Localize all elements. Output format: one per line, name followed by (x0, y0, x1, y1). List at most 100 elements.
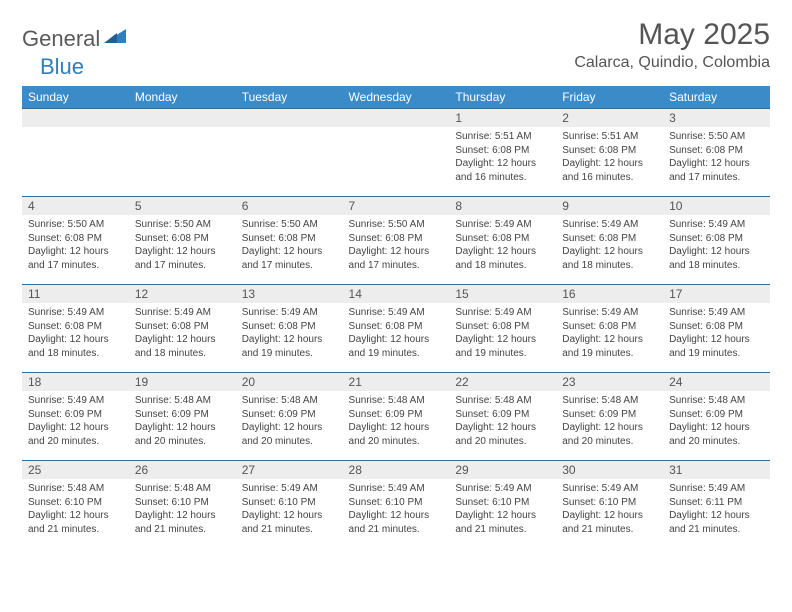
calendar-day: 8Sunrise: 5:49 AMSunset: 6:08 PMDaylight… (449, 197, 556, 285)
day-details: Sunrise: 5:49 AMSunset: 6:08 PMDaylight:… (129, 303, 236, 363)
day-details: Sunrise: 5:48 AMSunset: 6:10 PMDaylight:… (129, 479, 236, 539)
day-number: 9 (556, 197, 663, 215)
day-details: Sunrise: 5:49 AMSunset: 6:08 PMDaylight:… (663, 215, 770, 275)
calendar-empty (129, 109, 236, 197)
calendar-day: 31Sunrise: 5:49 AMSunset: 6:11 PMDayligh… (663, 461, 770, 549)
day-number: 5 (129, 197, 236, 215)
day-number: 22 (449, 373, 556, 391)
calendar-day: 22Sunrise: 5:48 AMSunset: 6:09 PMDayligh… (449, 373, 556, 461)
calendar-day: 28Sunrise: 5:49 AMSunset: 6:10 PMDayligh… (343, 461, 450, 549)
day-number: 6 (236, 197, 343, 215)
day-details: Sunrise: 5:50 AMSunset: 6:08 PMDaylight:… (343, 215, 450, 275)
location: Calarca, Quindio, Colombia (574, 54, 770, 72)
calendar-day: 10Sunrise: 5:49 AMSunset: 6:08 PMDayligh… (663, 197, 770, 285)
calendar-day: 13Sunrise: 5:49 AMSunset: 6:08 PMDayligh… (236, 285, 343, 373)
calendar-day: 2Sunrise: 5:51 AMSunset: 6:08 PMDaylight… (556, 109, 663, 197)
calendar-day: 17Sunrise: 5:49 AMSunset: 6:08 PMDayligh… (663, 285, 770, 373)
calendar-row: 25Sunrise: 5:48 AMSunset: 6:10 PMDayligh… (22, 461, 770, 549)
day-number: 20 (236, 373, 343, 391)
calendar-day: 11Sunrise: 5:49 AMSunset: 6:08 PMDayligh… (22, 285, 129, 373)
day-number: 2 (556, 109, 663, 127)
day-details: Sunrise: 5:48 AMSunset: 6:09 PMDaylight:… (129, 391, 236, 451)
day-number: 14 (343, 285, 450, 303)
day-details: Sunrise: 5:50 AMSunset: 6:08 PMDaylight:… (129, 215, 236, 275)
calendar-day: 12Sunrise: 5:49 AMSunset: 6:08 PMDayligh… (129, 285, 236, 373)
day-number: 31 (663, 461, 770, 479)
day-details: Sunrise: 5:48 AMSunset: 6:09 PMDaylight:… (663, 391, 770, 451)
day-number: 3 (663, 109, 770, 127)
day-number: 11 (22, 285, 129, 303)
day-details: Sunrise: 5:49 AMSunset: 6:08 PMDaylight:… (556, 303, 663, 363)
logo: General (22, 26, 128, 52)
calendar-day: 27Sunrise: 5:49 AMSunset: 6:10 PMDayligh… (236, 461, 343, 549)
day-number: 19 (129, 373, 236, 391)
day-details: Sunrise: 5:49 AMSunset: 6:10 PMDaylight:… (556, 479, 663, 539)
day-number: 12 (129, 285, 236, 303)
day-details: Sunrise: 5:49 AMSunset: 6:10 PMDaylight:… (236, 479, 343, 539)
day-details: Sunrise: 5:48 AMSunset: 6:10 PMDaylight:… (22, 479, 129, 539)
calendar-day: 9Sunrise: 5:49 AMSunset: 6:08 PMDaylight… (556, 197, 663, 285)
day-details: Sunrise: 5:48 AMSunset: 6:09 PMDaylight:… (236, 391, 343, 451)
calendar-row: 4Sunrise: 5:50 AMSunset: 6:08 PMDaylight… (22, 197, 770, 285)
day-details: Sunrise: 5:49 AMSunset: 6:08 PMDaylight:… (22, 303, 129, 363)
calendar-day: 1Sunrise: 5:51 AMSunset: 6:08 PMDaylight… (449, 109, 556, 197)
calendar-day: 18Sunrise: 5:49 AMSunset: 6:09 PMDayligh… (22, 373, 129, 461)
weekday-header: Friday (556, 86, 663, 109)
day-number: 30 (556, 461, 663, 479)
calendar-row: 1Sunrise: 5:51 AMSunset: 6:08 PMDaylight… (22, 109, 770, 197)
calendar-row: 11Sunrise: 5:49 AMSunset: 6:08 PMDayligh… (22, 285, 770, 373)
day-details: Sunrise: 5:49 AMSunset: 6:08 PMDaylight:… (663, 303, 770, 363)
calendar-day: 6Sunrise: 5:50 AMSunset: 6:08 PMDaylight… (236, 197, 343, 285)
calendar-row: 18Sunrise: 5:49 AMSunset: 6:09 PMDayligh… (22, 373, 770, 461)
month-title: May 2025 (574, 18, 770, 52)
calendar-day: 7Sunrise: 5:50 AMSunset: 6:08 PMDaylight… (343, 197, 450, 285)
day-details: Sunrise: 5:50 AMSunset: 6:08 PMDaylight:… (236, 215, 343, 275)
day-details: Sunrise: 5:49 AMSunset: 6:08 PMDaylight:… (449, 303, 556, 363)
day-number: 10 (663, 197, 770, 215)
calendar-empty (236, 109, 343, 197)
calendar-day: 3Sunrise: 5:50 AMSunset: 6:08 PMDaylight… (663, 109, 770, 197)
day-details: Sunrise: 5:51 AMSunset: 6:08 PMDaylight:… (556, 127, 663, 187)
day-details: Sunrise: 5:49 AMSunset: 6:10 PMDaylight:… (343, 479, 450, 539)
weekday-header: Monday (129, 86, 236, 109)
calendar-day: 30Sunrise: 5:49 AMSunset: 6:10 PMDayligh… (556, 461, 663, 549)
day-details: Sunrise: 5:49 AMSunset: 6:08 PMDaylight:… (556, 215, 663, 275)
weekday-header: Sunday (22, 86, 129, 109)
day-details: Sunrise: 5:50 AMSunset: 6:08 PMDaylight:… (663, 127, 770, 187)
day-number: 25 (22, 461, 129, 479)
calendar-day: 21Sunrise: 5:48 AMSunset: 6:09 PMDayligh… (343, 373, 450, 461)
day-details: Sunrise: 5:49 AMSunset: 6:11 PMDaylight:… (663, 479, 770, 539)
day-details: Sunrise: 5:49 AMSunset: 6:08 PMDaylight:… (343, 303, 450, 363)
weekday-header: Saturday (663, 86, 770, 109)
calendar-day: 26Sunrise: 5:48 AMSunset: 6:10 PMDayligh… (129, 461, 236, 549)
logo-text-general: General (22, 26, 100, 52)
calendar-table: SundayMondayTuesdayWednesdayThursdayFrid… (22, 86, 770, 549)
day-number: 8 (449, 197, 556, 215)
day-number: 24 (663, 373, 770, 391)
weekday-header: Tuesday (236, 86, 343, 109)
day-details: Sunrise: 5:49 AMSunset: 6:10 PMDaylight:… (449, 479, 556, 539)
calendar-day: 25Sunrise: 5:48 AMSunset: 6:10 PMDayligh… (22, 461, 129, 549)
calendar-day: 20Sunrise: 5:48 AMSunset: 6:09 PMDayligh… (236, 373, 343, 461)
calendar-day: 5Sunrise: 5:50 AMSunset: 6:08 PMDaylight… (129, 197, 236, 285)
weekday-header-row: SundayMondayTuesdayWednesdayThursdayFrid… (22, 86, 770, 109)
day-details: Sunrise: 5:49 AMSunset: 6:09 PMDaylight:… (22, 391, 129, 451)
day-number: 7 (343, 197, 450, 215)
calendar-day: 16Sunrise: 5:49 AMSunset: 6:08 PMDayligh… (556, 285, 663, 373)
day-number: 17 (663, 285, 770, 303)
day-number: 28 (343, 461, 450, 479)
calendar-day: 15Sunrise: 5:49 AMSunset: 6:08 PMDayligh… (449, 285, 556, 373)
calendar-day: 14Sunrise: 5:49 AMSunset: 6:08 PMDayligh… (343, 285, 450, 373)
day-number: 21 (343, 373, 450, 391)
weekday-header: Thursday (449, 86, 556, 109)
day-details: Sunrise: 5:50 AMSunset: 6:08 PMDaylight:… (22, 215, 129, 275)
calendar-empty (343, 109, 450, 197)
weekday-header: Wednesday (343, 86, 450, 109)
day-number: 27 (236, 461, 343, 479)
day-number: 16 (556, 285, 663, 303)
day-details: Sunrise: 5:48 AMSunset: 6:09 PMDaylight:… (449, 391, 556, 451)
day-number: 26 (129, 461, 236, 479)
calendar-day: 24Sunrise: 5:48 AMSunset: 6:09 PMDayligh… (663, 373, 770, 461)
day-details: Sunrise: 5:51 AMSunset: 6:08 PMDaylight:… (449, 127, 556, 187)
day-details: Sunrise: 5:48 AMSunset: 6:09 PMDaylight:… (556, 391, 663, 451)
